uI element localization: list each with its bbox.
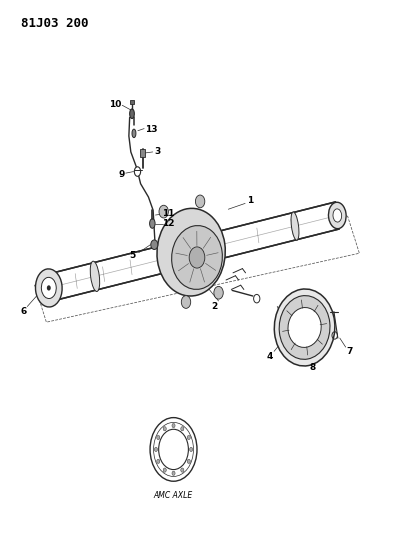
Polygon shape (47, 247, 160, 302)
Circle shape (187, 459, 190, 464)
Circle shape (181, 426, 184, 431)
Text: 1: 1 (247, 196, 253, 205)
Circle shape (157, 435, 160, 440)
Ellipse shape (35, 269, 62, 307)
Text: 12: 12 (163, 219, 175, 228)
Ellipse shape (132, 129, 136, 138)
Text: 5: 5 (130, 251, 136, 260)
Ellipse shape (134, 167, 141, 176)
Ellipse shape (157, 208, 225, 296)
Circle shape (189, 247, 205, 268)
Circle shape (47, 285, 51, 290)
Ellipse shape (274, 289, 335, 366)
Circle shape (150, 418, 197, 481)
Text: 3: 3 (154, 148, 161, 156)
Text: 7: 7 (346, 347, 353, 356)
Ellipse shape (130, 109, 134, 118)
Circle shape (163, 468, 166, 472)
Text: 4: 4 (267, 352, 273, 361)
Text: 13: 13 (145, 125, 158, 134)
Ellipse shape (288, 308, 321, 348)
FancyBboxPatch shape (130, 100, 134, 104)
FancyBboxPatch shape (140, 149, 145, 157)
Text: 2: 2 (212, 302, 218, 311)
Ellipse shape (90, 261, 100, 292)
Circle shape (157, 459, 160, 464)
Ellipse shape (150, 219, 155, 228)
Ellipse shape (172, 225, 222, 289)
Text: 8: 8 (309, 363, 316, 372)
Text: 81J03 200: 81J03 200 (21, 17, 88, 30)
Circle shape (187, 435, 190, 440)
Circle shape (195, 195, 205, 208)
Circle shape (181, 468, 184, 472)
Ellipse shape (291, 212, 299, 240)
Ellipse shape (41, 277, 56, 298)
Circle shape (151, 240, 158, 249)
Ellipse shape (279, 296, 330, 359)
Circle shape (214, 286, 223, 299)
Circle shape (159, 205, 168, 218)
Circle shape (159, 429, 188, 470)
Polygon shape (222, 202, 339, 257)
Circle shape (154, 447, 158, 451)
Text: 9: 9 (119, 169, 125, 179)
Ellipse shape (333, 209, 342, 222)
Circle shape (163, 426, 166, 431)
Text: 6: 6 (20, 308, 26, 316)
Text: AMC AXLE: AMC AXLE (154, 491, 193, 500)
Ellipse shape (329, 202, 346, 229)
Circle shape (190, 447, 193, 451)
Circle shape (181, 296, 191, 309)
Text: 11: 11 (162, 209, 174, 219)
Text: 10: 10 (109, 100, 121, 109)
Circle shape (172, 423, 175, 427)
Circle shape (172, 471, 175, 475)
